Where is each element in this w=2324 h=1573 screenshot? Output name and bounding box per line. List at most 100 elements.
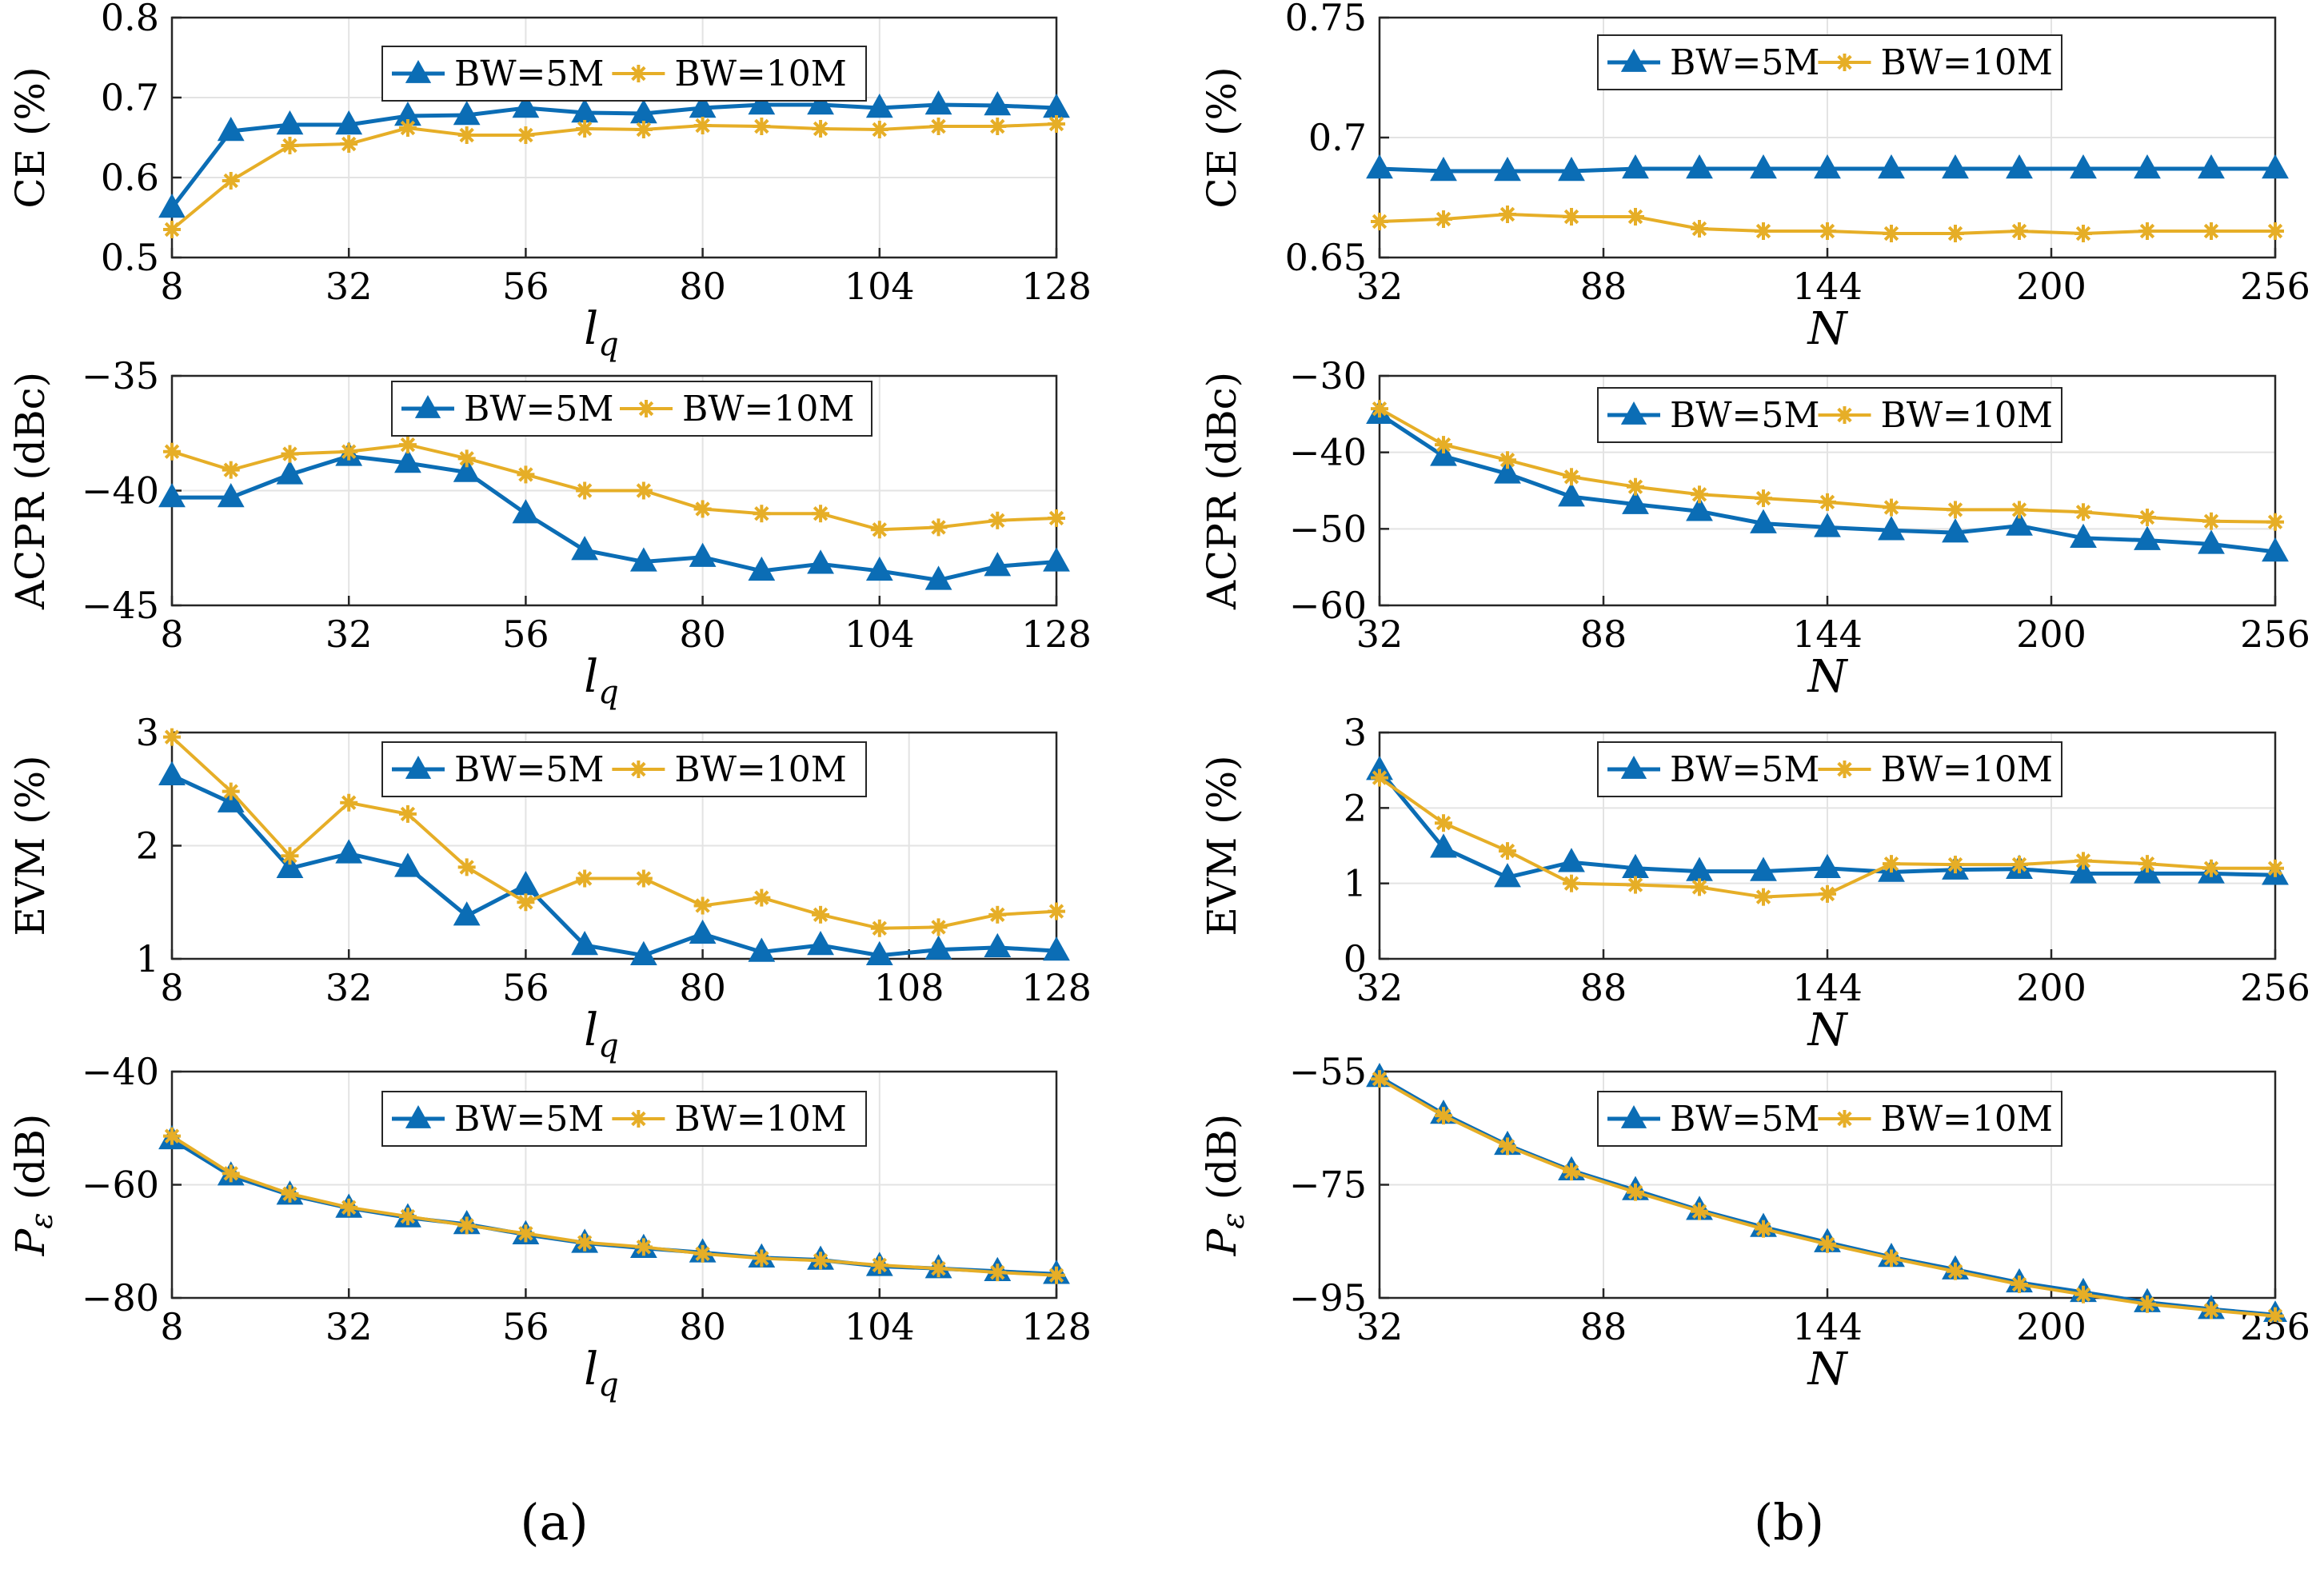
data-point xyxy=(1627,477,1644,496)
data-point xyxy=(1947,225,1964,242)
legend: BW=5M BW=10M xyxy=(381,1091,867,1147)
legend-marker-bw5m xyxy=(405,60,432,83)
series-line xyxy=(171,443,1057,532)
data-point xyxy=(2202,222,2220,240)
y-axis-label-main: P xyxy=(1199,1228,1245,1256)
x-tick-label: 128 xyxy=(1021,265,1092,308)
data-point xyxy=(689,542,717,567)
x-axis-label: N xyxy=(1807,303,1849,355)
legend: BW=5M BW=10M xyxy=(1597,34,2062,90)
data-point xyxy=(1691,878,1708,896)
y-tick-label: −40 xyxy=(82,1050,159,1093)
data-point xyxy=(398,1208,417,1226)
data-point xyxy=(629,940,657,965)
y-tick-label: 3 xyxy=(136,711,159,754)
legend-label-bw5m: BW=5M xyxy=(1670,1099,1819,1140)
y-tick-label: 0.7 xyxy=(101,76,159,119)
y-tick-label: −45 xyxy=(82,584,159,627)
data-point xyxy=(1043,936,1070,961)
data-point xyxy=(2266,222,2284,240)
y-axis-label: ACPR (dBc) xyxy=(1199,372,1245,610)
data-point xyxy=(1814,154,1841,179)
data-point xyxy=(629,547,657,572)
data-point xyxy=(281,445,299,463)
data-point xyxy=(158,483,186,508)
x-tick-label: 56 xyxy=(502,265,549,308)
series-bw10m xyxy=(1371,1070,2284,1322)
data-point xyxy=(1947,856,1964,874)
x-tick-label: 256 xyxy=(2240,613,2310,656)
data-point xyxy=(2198,154,2225,179)
data-point xyxy=(576,120,594,138)
y-tick-label: 0 xyxy=(1344,937,1367,980)
data-point xyxy=(929,918,948,936)
y-axis-label: EVM (%) xyxy=(1199,755,1245,936)
x-tick-label: 200 xyxy=(2016,1305,2086,1348)
data-point xyxy=(1622,154,1649,179)
data-point xyxy=(340,1198,358,1216)
data-point xyxy=(163,728,181,746)
data-point xyxy=(281,1184,299,1203)
x-tick-label: 80 xyxy=(679,265,726,308)
y-axis-label: Pε (dB) xyxy=(7,1114,59,1257)
data-point xyxy=(1878,154,1905,179)
data-point xyxy=(1942,154,1969,179)
data-point xyxy=(988,511,1007,529)
data-point xyxy=(1435,814,1452,832)
x-tick-label: 88 xyxy=(1580,265,1627,308)
legend-label-bw10m: BW=10M xyxy=(1881,395,2053,436)
data-point xyxy=(1947,1262,1964,1280)
data-point xyxy=(1048,902,1065,920)
x-tick-label: 32 xyxy=(325,966,373,1009)
data-point xyxy=(1563,1163,1580,1181)
data-point xyxy=(1371,213,1388,230)
data-point xyxy=(457,126,476,144)
series-bw5m xyxy=(1366,756,2289,888)
x-axis-label: N xyxy=(1807,1343,1849,1395)
data-point xyxy=(2011,1276,2028,1294)
data-point xyxy=(748,90,776,115)
x-axis-label-main: N xyxy=(1807,651,1849,703)
data-point xyxy=(453,100,481,126)
data-point xyxy=(2011,222,2028,240)
data-point xyxy=(2266,513,2284,531)
data-point xyxy=(394,852,421,877)
x-axis-label: lq xyxy=(584,1004,619,1064)
data-point xyxy=(276,460,304,485)
data-point xyxy=(1686,154,1713,179)
legend-label-bw10m: BW=10M xyxy=(1881,42,2053,83)
data-point xyxy=(988,905,1007,924)
series-bw10m xyxy=(1371,769,2284,906)
data-point xyxy=(929,518,948,537)
data-point xyxy=(865,940,893,965)
data-point xyxy=(1819,1235,1836,1253)
x-axis-label-main: N xyxy=(1807,1004,1849,1056)
legend-label-bw10m: BW=10M xyxy=(1881,1099,2053,1140)
data-point xyxy=(2198,529,2225,554)
x-axis-label-main: l xyxy=(584,1343,598,1395)
legend-label-bw5m: BW=5M xyxy=(1670,42,1819,83)
data-point xyxy=(753,118,771,135)
x-tick-label: 88 xyxy=(1580,1305,1627,1348)
data-point xyxy=(2074,852,2092,870)
legend-marker-bw10m xyxy=(637,400,655,417)
legend-marker-bw10m xyxy=(629,761,648,778)
data-point xyxy=(812,120,830,138)
data-point xyxy=(693,500,712,518)
data-point xyxy=(693,117,712,134)
data-point xyxy=(1883,225,1900,242)
data-point xyxy=(2074,503,2092,521)
data-point xyxy=(748,937,776,962)
data-point xyxy=(2262,537,2289,562)
data-point xyxy=(453,457,481,482)
legend-label-bw10m: BW=10M xyxy=(674,749,846,790)
data-point xyxy=(576,481,594,500)
y-tick-label: 0.8 xyxy=(101,0,159,39)
data-point xyxy=(807,90,834,115)
y-tick-label: −60 xyxy=(1289,584,1367,627)
data-point xyxy=(2262,154,2289,179)
data-point xyxy=(1942,518,1969,543)
data-point xyxy=(163,442,181,461)
series-bw10m xyxy=(163,728,1065,937)
